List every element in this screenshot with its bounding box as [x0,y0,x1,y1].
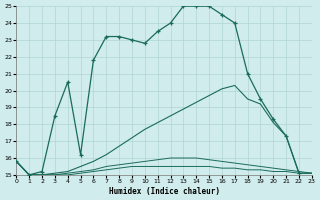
X-axis label: Humidex (Indice chaleur): Humidex (Indice chaleur) [108,187,220,196]
